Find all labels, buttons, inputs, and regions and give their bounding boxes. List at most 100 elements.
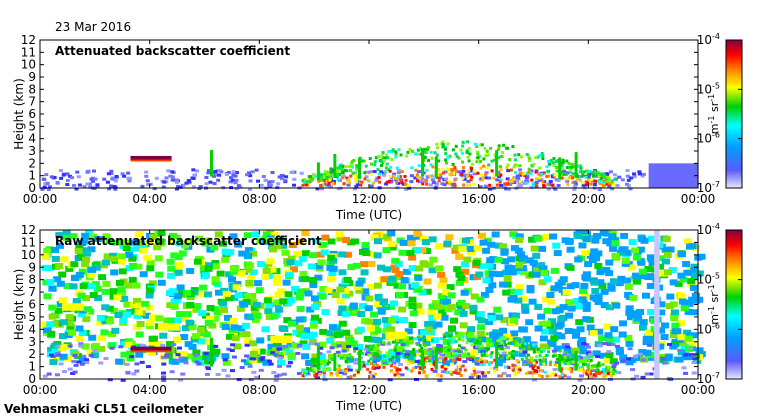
y-tick-label: 4 [28, 132, 36, 146]
noise-cell [621, 257, 630, 264]
cloud-cell [612, 368, 616, 372]
noise-cell [373, 252, 382, 259]
cloud-cell [444, 152, 448, 156]
cloud-cell [568, 165, 572, 169]
cloud-cell [527, 353, 531, 357]
cloud-cell [582, 170, 586, 174]
boundary-cell [612, 173, 617, 177]
y-tick-label: 0 [28, 372, 36, 386]
boundary-cell [379, 170, 384, 174]
boundary-cell [632, 172, 637, 176]
cloud-cell [541, 180, 545, 184]
boundary-cell [215, 168, 220, 172]
cloud-layer [130, 346, 172, 352]
aerosol-blob [61, 303, 84, 311]
noise-cell [229, 317, 238, 324]
boundary-cell [44, 173, 49, 177]
noise-cell [221, 353, 230, 360]
cloud-cell [465, 341, 469, 345]
noise-cell [305, 359, 314, 366]
noise-cell [450, 317, 459, 324]
cloud-cell [319, 175, 323, 179]
boundary-cell [396, 181, 401, 185]
low-signal-cell [482, 349, 488, 353]
low-signal-cell [178, 356, 184, 360]
noise-cell [77, 292, 86, 299]
cloud-cell [448, 172, 452, 176]
boundary-cell [346, 183, 351, 187]
boundary-cell [276, 182, 281, 186]
noise-cell [53, 276, 62, 283]
boundary-cell [233, 174, 238, 178]
boundary-cell [58, 169, 63, 173]
noise-cell [382, 266, 391, 273]
low-signal-cell [215, 372, 221, 376]
noise-cell [46, 321, 55, 328]
cloud-cell [555, 169, 559, 173]
cloud-cell [537, 172, 541, 176]
cloud-cell [389, 369, 393, 373]
boundary-cell [161, 185, 166, 189]
cloud-cell [606, 365, 610, 369]
cloud-cell [321, 183, 325, 187]
noise-cell [462, 237, 471, 244]
cloud-cell [488, 183, 492, 187]
noise-cell [261, 274, 270, 281]
noise-cell [148, 335, 157, 342]
noise-cell [642, 335, 651, 342]
noise-cell [582, 316, 591, 323]
cloud-cell [538, 166, 542, 170]
boundary-cell [434, 184, 439, 188]
noise-cell [84, 306, 93, 313]
y-tick-label: 6 [28, 107, 36, 121]
low-signal-cell [505, 346, 511, 350]
cloud-cell [360, 180, 364, 184]
boundary-cell [176, 184, 181, 188]
noise-cell [229, 265, 238, 272]
low-signal-cell [42, 374, 48, 378]
cloud-cell [393, 365, 397, 369]
cloud-cell [478, 337, 482, 341]
noise-cell [442, 289, 451, 296]
cloud-cell [461, 165, 465, 169]
cloud-cell [367, 353, 371, 357]
cloud-cell [560, 357, 564, 361]
cloud-cell [367, 348, 371, 352]
noise-cell [557, 315, 566, 322]
noise-cell [309, 322, 318, 329]
cloud-cell [387, 341, 391, 345]
noise-cell [446, 284, 455, 291]
noise-cell [126, 355, 135, 362]
y-tick-label: 10 [21, 248, 36, 262]
noise-cell [230, 324, 239, 331]
noise-cell [413, 286, 422, 293]
low-signal-cell [295, 351, 301, 355]
noise-cell [49, 359, 58, 366]
cloud-cell [538, 154, 542, 158]
noise-cell [616, 249, 625, 256]
cloud-cell [366, 179, 370, 183]
noise-cell [600, 288, 609, 295]
noise-cell [48, 285, 57, 292]
cloud-cell [564, 172, 568, 176]
noise-cell [249, 340, 258, 347]
noise-cell [556, 321, 565, 328]
noise-cell [374, 293, 383, 300]
boundary-cell [443, 177, 448, 181]
boundary-cell [624, 182, 629, 186]
noise-cell [82, 256, 91, 263]
boundary-cell [625, 169, 630, 173]
low-signal-cell [171, 343, 177, 347]
cloud-cell [367, 359, 371, 363]
noise-cell [538, 234, 547, 241]
noise-cell [77, 253, 86, 260]
cloud-cell [480, 360, 484, 364]
low-signal-cell [683, 371, 689, 375]
low-signal-cell [468, 375, 474, 379]
low-signal-cell [177, 346, 183, 350]
noise-cell [261, 326, 270, 333]
noise-cell [638, 273, 647, 280]
cloud-cell [362, 363, 366, 367]
noise-cell [228, 276, 237, 283]
boundary-cell [263, 178, 268, 182]
